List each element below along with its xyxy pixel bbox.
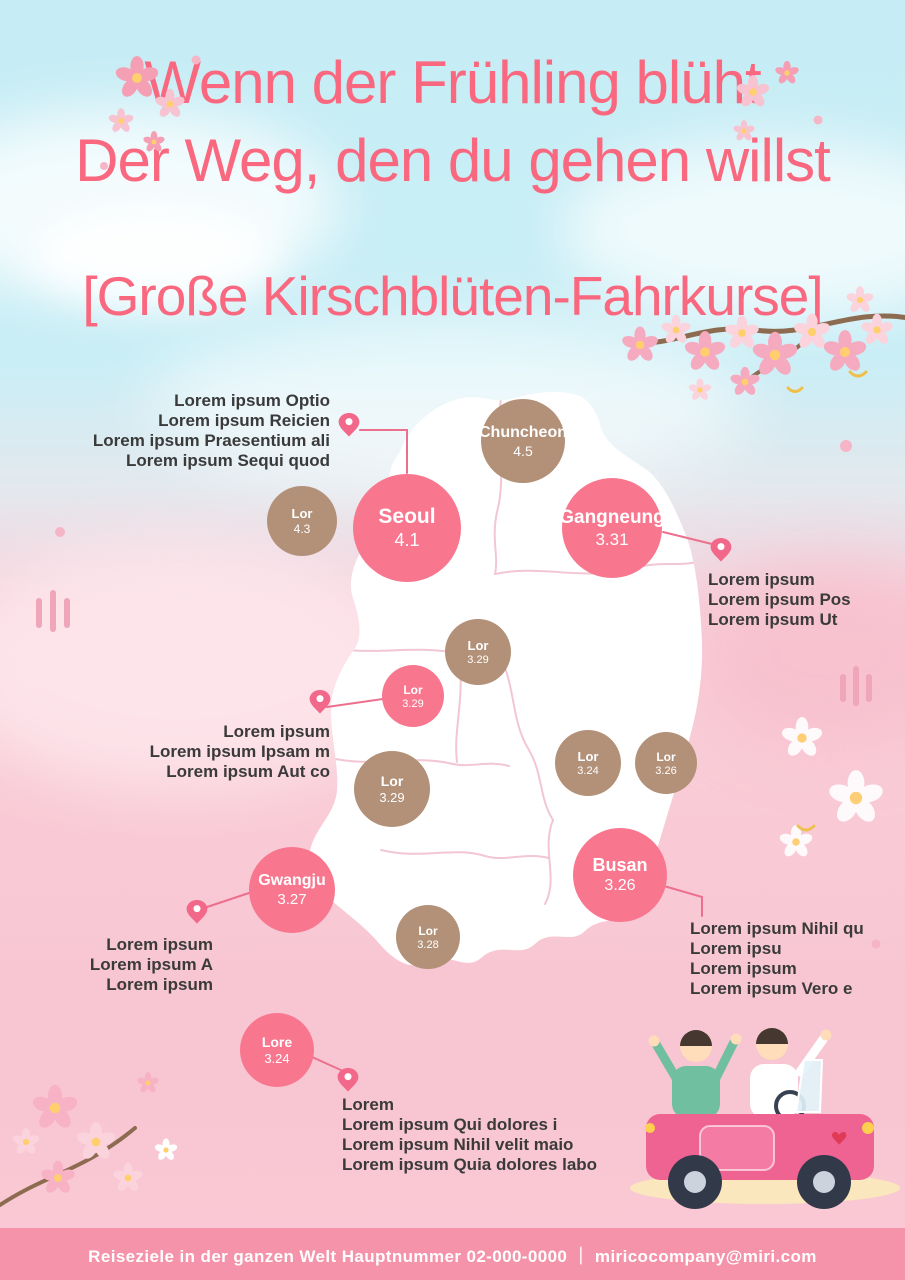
map-marker: Lore 3.24: [240, 1013, 314, 1087]
petal-dot: [813, 115, 823, 125]
marker-value: 3.29: [402, 697, 424, 710]
map-marker: Lor 3.29: [382, 665, 444, 727]
marker-name: Lor: [380, 773, 404, 789]
marker-value: 3.26: [604, 877, 636, 894]
taillight: [645, 1123, 655, 1133]
sparkle-icon: [848, 370, 868, 378]
map-marker: Chuncheon 4.5: [479, 399, 567, 483]
blossom-cluster-top-right: [732, 60, 823, 142]
annotation-line: Lorem ipsum: [690, 959, 797, 979]
marker-name: Lor: [291, 506, 313, 521]
speed-lines-decoration: [36, 590, 872, 706]
annotation-line: Lorem ipsum Sequi quod: [125, 451, 330, 471]
passenger-figure: [648, 1030, 742, 1118]
marker-value: 3.29: [379, 790, 405, 805]
blossom-cluster-bottom-left: [0, 1071, 179, 1207]
blossom-cluster-right: [778, 717, 886, 859]
province-borders: [330, 398, 703, 905]
map-marker: Lor 3.24: [555, 730, 621, 796]
scattered-petals: [55, 440, 881, 990]
marker-value: 3.24: [264, 1051, 290, 1066]
map-marker: Gwangju 3.27: [249, 847, 335, 933]
marker-name: Busan: [592, 855, 648, 875]
blossom-cluster-top-left: [100, 55, 201, 170]
marker-name: Lor: [577, 749, 599, 764]
marker-name: Chuncheon: [479, 423, 567, 441]
wheels: [668, 1155, 851, 1209]
map-marker: Lor 3.29: [445, 619, 511, 685]
marker-value: 3.31: [595, 529, 629, 549]
page-subtitle: [Große Kirschblüten-Fahrkurse]: [82, 265, 823, 327]
marker-value: 3.26: [655, 764, 677, 777]
marker-name: Lor: [656, 749, 676, 764]
annotation-gwangju-note: Lorem ipsum Lorem ipsum A Lorem ipsum: [90, 935, 213, 995]
annotation-midwest-note: Lorem ipsum Lorem ipsum Ipsam m Lorem ipsu…: [150, 722, 330, 782]
map-marker: Gangneung 3.31: [559, 478, 665, 578]
annotation-line: Lorem ipsum Aut co: [166, 762, 330, 782]
annotation-line: Lorem ipsum Reicien: [158, 411, 330, 431]
marker-value: 3.29: [467, 654, 489, 666]
map-marker: Lor 3.29: [354, 751, 430, 827]
annotation-line: Lorem ipsum Ipsam m: [149, 742, 330, 762]
map-marker: Lor 4.3: [267, 486, 337, 556]
sparkle-icon: [796, 824, 816, 832]
annotation-line: Lorem ipsum: [106, 935, 213, 954]
connector-lines: [206, 429, 717, 1072]
heart-decal-icon: [832, 1132, 847, 1145]
marker-name: Lor: [418, 923, 438, 938]
marker-value: 3.28: [417, 938, 439, 951]
cherry-branch-decoration: [620, 286, 905, 402]
annotation-line: Lorem ipsum Pos: [708, 590, 851, 610]
title-line-2: Der Weg, den du gehen willst: [75, 127, 831, 194]
marker-value: 3.24: [577, 765, 599, 777]
marker-name: Lor: [467, 638, 489, 653]
marker-value: 3.27: [277, 891, 307, 908]
map-marker: Lor 3.28: [396, 905, 460, 969]
marker-value: 4.1: [394, 530, 420, 550]
annotation-line: Lorem ipsum: [106, 975, 213, 995]
sparkle-icon: [786, 386, 804, 393]
petal-dot: [191, 55, 201, 65]
footer-bar: Reiseziele in der ganzen Welt Hauptnumme…: [0, 1228, 905, 1280]
annotation-line: Lorem ipsum Optio: [174, 391, 330, 410]
annotation-line: Lorem ipsum Quia dolores labo: [342, 1155, 598, 1175]
marker-name: Lor: [403, 682, 423, 697]
annotation-line: Lorem ipsum Vero e: [690, 979, 853, 999]
petal-dot: [100, 162, 108, 170]
footer-contact-text: Reiseziele in der ganzen Welt Hauptnumme…: [88, 1246, 817, 1266]
annotation-line: Lorem ipsum: [223, 722, 330, 741]
marker-name: Gwangju: [258, 872, 326, 889]
map-marker: Busan 3.26: [573, 828, 667, 922]
car-door: [699, 1125, 775, 1171]
map-marker: Lor 3.26: [635, 732, 697, 794]
annotation-line: Lorem ipsum Ut: [708, 610, 838, 630]
annotation-gangneung-note: Lorem ipsum Lorem ipsum Pos Lorem ipsum Ut: [708, 570, 851, 630]
map-marker: Seoul 4.1: [353, 474, 461, 582]
annotation-line: Lorem: [342, 1095, 394, 1114]
annotation-line: Lorem ipsum Nihil qu: [690, 919, 864, 938]
annotation-line: Lorem ipsum Praesentium ali: [92, 431, 330, 451]
headlight: [862, 1122, 874, 1134]
annotation-line: Lorem ipsu: [690, 939, 782, 959]
annotation-busan-note: Lorem ipsum Nihil qu Lorem ipsu Lorem ipsu…: [690, 919, 864, 999]
driver-figure: [750, 1028, 832, 1118]
marker-value: 4.3: [293, 522, 311, 536]
windshield: [794, 1059, 824, 1113]
annotation-line: Lorem ipsum Qui dolores i: [342, 1115, 558, 1135]
marker-value: 4.5: [513, 442, 533, 459]
annotation-line: Lorem ipsum A: [89, 955, 213, 975]
annotation-line: Lorem ipsum Nihil velit maio: [342, 1135, 574, 1155]
annotation-south-note: Lorem Lorem ipsum Qui dolores i Lorem ipsu…: [342, 1095, 597, 1175]
annotation-line: Lorem ipsum: [708, 570, 815, 589]
annotation-seoul-note: Lorem ipsum Optio Lorem ipsum Reicien Lore…: [93, 391, 330, 471]
marker-name: Lore: [261, 1034, 293, 1050]
title-line-1: Wenn der Frühling blüht: [144, 49, 761, 116]
marker-name: Seoul: [378, 505, 436, 528]
page-title: Wenn der Frühling blüht Der Weg, den du …: [0, 44, 905, 200]
car-illustration: [630, 1028, 900, 1209]
marker-name: Gangneung: [559, 506, 665, 528]
